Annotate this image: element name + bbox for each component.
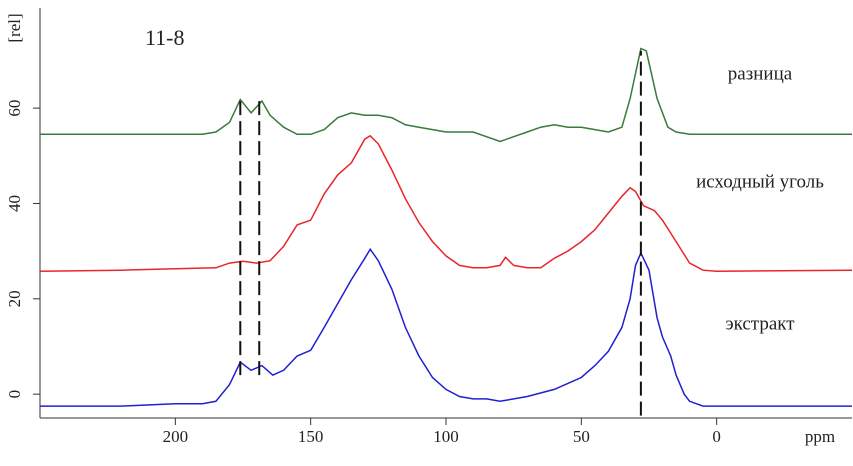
x-tick-label: 200 (163, 427, 189, 446)
series-line (40, 47, 852, 143)
series-label: экстракт (725, 313, 795, 334)
x-tick-label: 150 (298, 427, 324, 446)
series-label: разница (728, 63, 793, 84)
y-axis-label: [rel] (5, 13, 24, 42)
y-tick-label: 0 (5, 390, 24, 399)
y-tick-label: 20 (5, 290, 24, 307)
series-line (39, 134, 853, 272)
y-tick-label: 60 (5, 100, 24, 117)
y-tick-label: 40 (5, 195, 24, 212)
annotation: 11-8 (145, 25, 185, 50)
x-tick-label: 100 (433, 427, 459, 446)
series-label: исходный уголь (696, 171, 824, 192)
x-axis-label: ppm (805, 427, 835, 446)
x-tick-label: 0 (712, 427, 721, 446)
x-tick-label: 50 (573, 427, 590, 446)
